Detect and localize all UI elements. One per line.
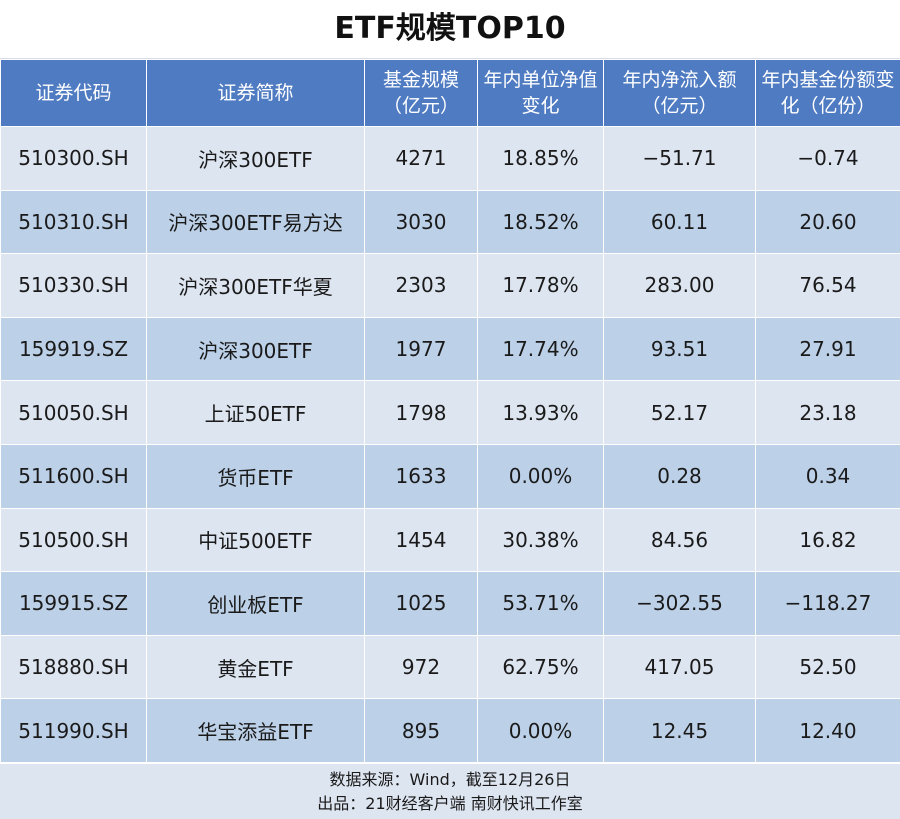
cell-security-name: 创业板ETF xyxy=(147,572,365,636)
cell-net-inflow: 84.56 xyxy=(604,508,756,572)
cell-share-change: 27.91 xyxy=(756,317,900,381)
cell-security-code: 510300.SH xyxy=(1,127,147,191)
cell-security-code: 159915.SZ xyxy=(1,572,147,636)
cell-security-code: 159919.SZ xyxy=(1,317,147,381)
cell-fund-size: 1977 xyxy=(365,317,478,381)
etf-ranking-table: 证券代码 证券简称 基金规模（亿元） 年内单位净值变化 年内净流入额（亿元） 年… xyxy=(0,59,900,763)
cell-net-inflow: −302.55 xyxy=(604,572,756,636)
cell-share-change: 20.60 xyxy=(756,190,900,254)
cell-net-inflow: 52.17 xyxy=(604,381,756,445)
cell-fund-size: 1798 xyxy=(365,381,478,445)
cell-fund-size: 1025 xyxy=(365,572,478,636)
header-share-change: 年内基金份额变化（亿份） xyxy=(756,60,900,127)
cell-share-change: 76.54 xyxy=(756,254,900,318)
cell-security-name: 沪深300ETF xyxy=(147,127,365,191)
footer: 数据来源：Wind，截至12月26日 出品：21财经客户端 南财快讯工作室 xyxy=(0,763,900,819)
cell-fund-size: 1633 xyxy=(365,444,478,508)
cell-security-name: 上证50ETF xyxy=(147,381,365,445)
header-security-code: 证券代码 xyxy=(1,60,147,127)
cell-share-change: −118.27 xyxy=(756,572,900,636)
cell-net-inflow: −51.71 xyxy=(604,127,756,191)
header-net-inflow: 年内净流入额（亿元） xyxy=(604,60,756,127)
cell-security-name: 黄金ETF xyxy=(147,635,365,699)
cell-nav-change: 18.85% xyxy=(478,127,604,191)
header-security-name: 证券简称 xyxy=(147,60,365,127)
cell-nav-change: 17.78% xyxy=(478,254,604,318)
cell-security-code: 510050.SH xyxy=(1,381,147,445)
cell-security-code: 511600.SH xyxy=(1,444,147,508)
cell-fund-size: 4271 xyxy=(365,127,478,191)
cell-nav-change: 13.93% xyxy=(478,381,604,445)
cell-security-name: 沪深300ETF华夏 xyxy=(147,254,365,318)
cell-share-change: −0.74 xyxy=(756,127,900,191)
cell-net-inflow: 283.00 xyxy=(604,254,756,318)
cell-security-code: 510310.SH xyxy=(1,190,147,254)
cell-nav-change: 62.75% xyxy=(478,635,604,699)
cell-nav-change: 18.52% xyxy=(478,190,604,254)
cell-net-inflow: 417.05 xyxy=(604,635,756,699)
cell-security-name: 中证500ETF xyxy=(147,508,365,572)
cell-nav-change: 17.74% xyxy=(478,317,604,381)
cell-net-inflow: 93.51 xyxy=(604,317,756,381)
page-title: ETF规模TOP10 xyxy=(0,0,900,59)
cell-security-name: 华宝添益ETF xyxy=(147,699,365,763)
cell-nav-change: 30.38% xyxy=(478,508,604,572)
cell-fund-size: 1454 xyxy=(365,508,478,572)
cell-share-change: 23.18 xyxy=(756,381,900,445)
cell-security-code: 511990.SH xyxy=(1,699,147,763)
cell-net-inflow: 60.11 xyxy=(604,190,756,254)
cell-nav-change: 0.00% xyxy=(478,444,604,508)
header-nav-change: 年内单位净值变化 xyxy=(478,60,604,127)
cell-security-name: 货币ETF xyxy=(147,444,365,508)
cell-net-inflow: 12.45 xyxy=(604,699,756,763)
cell-nav-change: 0.00% xyxy=(478,699,604,763)
data-source-note: 数据来源：Wind，截至12月26日 xyxy=(0,768,900,792)
producer-note: 出品：21财经客户端 南财快讯工作室 xyxy=(0,792,900,816)
cell-fund-size: 2303 xyxy=(365,254,478,318)
cell-fund-size: 895 xyxy=(365,699,478,763)
cell-fund-size: 972 xyxy=(365,635,478,699)
cell-fund-size: 3030 xyxy=(365,190,478,254)
cell-security-code: 510500.SH xyxy=(1,508,147,572)
cell-share-change: 52.50 xyxy=(756,635,900,699)
cell-nav-change: 53.71% xyxy=(478,572,604,636)
cell-share-change: 16.82 xyxy=(756,508,900,572)
cell-security-code: 518880.SH xyxy=(1,635,147,699)
table-header-row: 证券代码 证券简称 基金规模（亿元） 年内单位净值变化 年内净流入额（亿元） 年… xyxy=(1,60,900,127)
cell-security-code: 510330.SH xyxy=(1,254,147,318)
cell-security-name: 沪深300ETF xyxy=(147,317,365,381)
cell-share-change: 0.34 xyxy=(756,444,900,508)
cell-security-name: 沪深300ETF易方达 xyxy=(147,190,365,254)
cell-share-change: 12.40 xyxy=(756,699,900,763)
header-fund-size: 基金规模（亿元） xyxy=(365,60,478,127)
cell-net-inflow: 0.28 xyxy=(604,444,756,508)
